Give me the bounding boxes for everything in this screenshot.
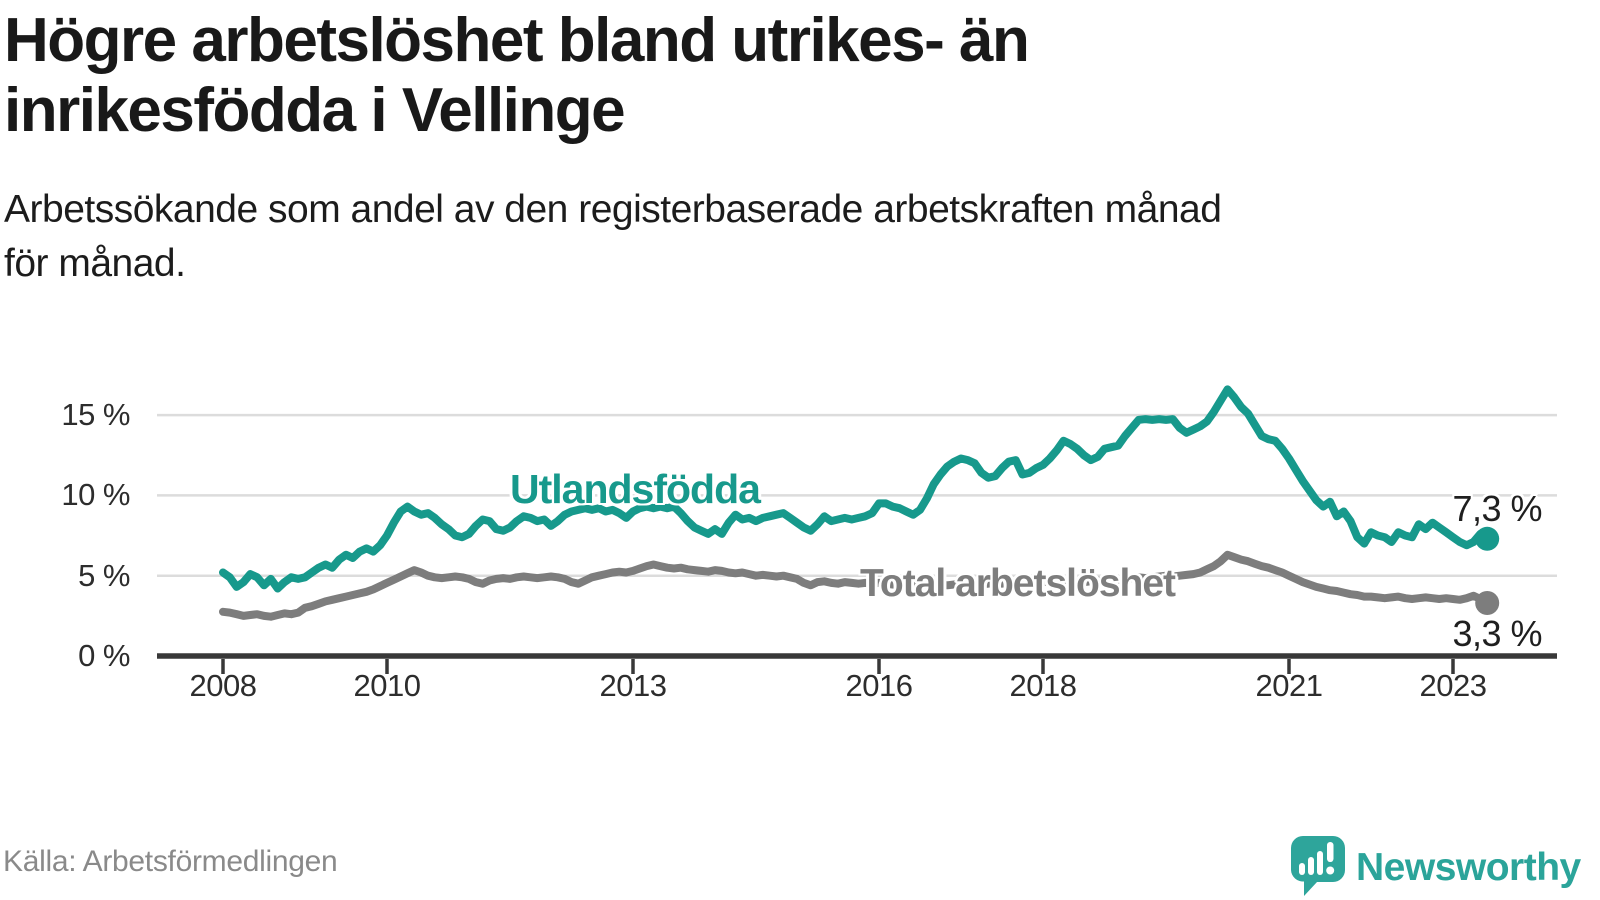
x-tick-label-2013: 2013 bbox=[599, 668, 667, 703]
source-caption: Källa: Arbetsförmedlingen bbox=[3, 845, 338, 878]
logo-bar-3 bbox=[1317, 851, 1323, 875]
chart-subtitle: Arbetssökande som andel av den registerb… bbox=[4, 188, 1222, 285]
logo-exclamation-dot bbox=[1326, 866, 1335, 875]
x-axis-ticks bbox=[221, 659, 1455, 674]
logo-exclamation-bar bbox=[1327, 842, 1334, 862]
y-tick-label-15: 15 % bbox=[61, 397, 130, 432]
logo-bar-1 bbox=[1299, 863, 1305, 875]
x-tick-label-2008: 2008 bbox=[189, 668, 257, 703]
x-tick-label-2018: 2018 bbox=[1009, 668, 1077, 703]
page-title: Högre arbetslöshet bland utrikes- än inr… bbox=[4, 6, 1030, 146]
x-tick-label-2016: 2016 bbox=[845, 668, 913, 703]
series-line-utlandsf-dda bbox=[219, 385, 1492, 593]
y-tick-label-5: 5 % bbox=[78, 558, 130, 593]
x-tick-label-2010: 2010 bbox=[353, 668, 421, 703]
newsworthy-logo-text: Newsworthy bbox=[1356, 846, 1581, 889]
gridlines bbox=[157, 413, 1557, 577]
series-end-dots bbox=[1475, 526, 1500, 615]
y-tick-label-10: 10 % bbox=[61, 477, 130, 512]
newsworthy-logo-icon bbox=[1291, 836, 1345, 896]
x-tick-label-2021: 2021 bbox=[1255, 668, 1323, 703]
series-line-total-arbetsl-shet bbox=[219, 550, 1492, 621]
series-lines bbox=[219, 385, 1492, 621]
logo-bar-2 bbox=[1308, 857, 1314, 875]
end-value-label-total: 3,3 % bbox=[1452, 613, 1542, 654]
y-tick-label-0: 0 % bbox=[78, 638, 130, 673]
end-value-label-utlandsfodda: 7,3 % bbox=[1452, 488, 1542, 529]
series-label-total-arbetsloshet: Total arbetslöshet bbox=[860, 562, 1176, 605]
end-dot-total-arbetsl-shet bbox=[1475, 591, 1500, 615]
series-label-utlandsfodda: Utlandsfödda bbox=[510, 466, 761, 512]
end-dot-utlandsf-dda bbox=[1475, 526, 1500, 551]
x-tick-label-2023: 2023 bbox=[1419, 668, 1487, 703]
